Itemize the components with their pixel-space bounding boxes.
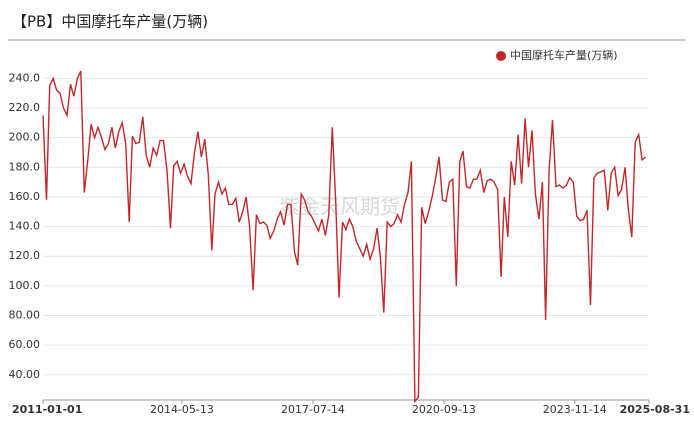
y-tick-label: 140.0 [9, 220, 41, 233]
y-tick-label: 120.0 [9, 249, 41, 262]
y-tick-label: 240.0 [9, 71, 41, 84]
x-tick-label: 2020-09-13 [412, 403, 476, 416]
x-tick-label: 2014-05-13 [150, 403, 214, 416]
x-tick-label: 2025-08-31 [620, 403, 690, 416]
legend-swatch [496, 51, 506, 61]
y-tick-label: 160.0 [9, 190, 41, 203]
y-tick-label: 200.0 [9, 131, 41, 144]
x-tick-label: 2011-01-01 [12, 403, 82, 416]
chart-title: 【PB】中国摩托车产量(万辆) [12, 13, 208, 31]
data-line [42, 70, 647, 404]
y-tick-label: 180.0 [9, 160, 41, 173]
y-tick-label: 80.00 [9, 309, 41, 322]
legend-label: 中国摩托车产量(万辆) [510, 48, 618, 62]
y-tick-label: 60.00 [9, 338, 41, 351]
y-tick-label: 40.00 [9, 368, 41, 381]
x-tick-label: 2023-11-14 [543, 403, 607, 416]
x-tick-label: 2017-07-14 [281, 403, 345, 416]
y-tick-label: 100.0 [9, 279, 41, 292]
y-tick-label: 220.0 [9, 101, 41, 114]
watermark: 紫金天风期货 [280, 195, 400, 219]
